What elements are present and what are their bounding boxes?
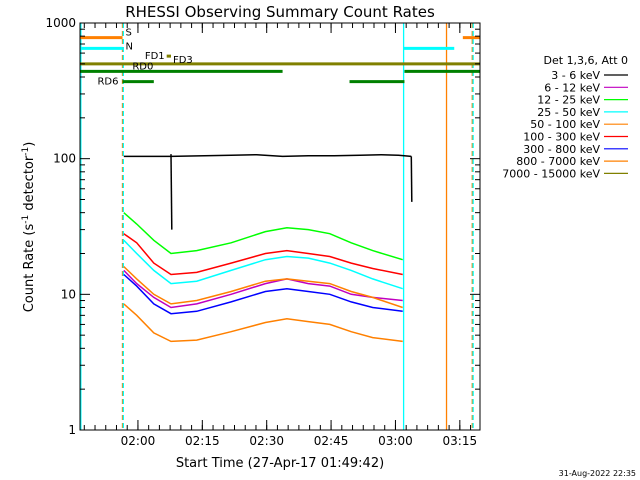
flag-rd6: RD6 [97,77,405,88]
vertical-markers [80,23,474,430]
x-tick-label-5: 03:15 [443,434,478,448]
chart-title: RHESSI Observing Summary Count Rates [125,3,435,21]
y-tick-label-1: 10 [61,287,76,301]
series-2-line-0 [123,212,403,261]
flag-bars: SN FD1 FD3 RD0 RD6 [80,28,480,88]
legend-label-4: 50 - 100 keV [530,118,600,131]
legend-label-7: 800 - 7000 keV [516,155,600,168]
series-1 [123,269,403,309]
footer-date: 31-Aug-2022 22:35 [559,469,636,478]
flag-s-label: S [125,28,131,39]
x-tick-label-1: 02:15 [185,434,220,448]
series-7 [123,303,403,343]
x-axis-label: Start Time (27-Apr-17 01:49:42) [176,456,384,471]
legend-label-2: 12 - 25 keV [537,94,600,107]
legend-label-5: 100 - 300 keV [523,131,600,144]
flag-fd3: FD3 [80,55,480,66]
series-0-line-1 [170,154,173,230]
series-3-line-0 [123,239,403,290]
y-tick-label-3: 1000 [45,16,76,30]
x-tick-label-4: 03:00 [378,434,413,448]
x-tick-label-3: 02:45 [314,434,349,448]
y-axis-label-end: ) [22,142,37,147]
legend-label-3: 25 - 50 keV [537,106,600,119]
series-0-line-0 [123,153,412,158]
flag-fd1: FD1 [145,51,171,62]
flag-fd3-label: FD3 [173,55,193,66]
series-4-line-0 [123,266,403,309]
series-7-line-0 [123,303,403,343]
flag-rd0: RD0 [80,61,480,73]
flag-s: S [80,28,480,40]
flag-n-label: N [125,41,132,52]
series-2 [123,212,403,261]
series-3 [123,239,403,290]
data-series [123,153,413,343]
series-6-line-0 [123,273,403,315]
series-4 [123,266,403,309]
series-0-line-2 [410,156,413,202]
legend-header: Det 1,3,6, Att 0 [544,54,628,67]
series-6 [123,273,403,315]
y-axis-label-sup1: -1 [21,215,31,224]
legend-label-0: 3 - 6 keV [551,69,600,82]
flag-fd1-label: FD1 [145,51,165,62]
legend-label-8: 7000 - 15000 keV [502,167,600,180]
y-axis-label: Count Rate (s-1 detector-1) [21,142,37,313]
plot-frame [79,22,481,431]
y-axis-label-sup2: -1 [21,147,31,156]
flag-n: N [80,41,455,52]
series-0 [123,153,413,230]
x-tick-label-2: 02:30 [249,434,284,448]
y-axis-label-main: Count Rate (s [22,224,37,313]
x-tick-label-0: 02:00 [121,434,156,448]
series-5-line-0 [123,233,403,276]
flag-rd6-label: RD6 [97,77,118,88]
flag-rd0-label: RD0 [132,61,153,72]
y-tick-label-2: 100 [53,152,76,166]
axes: 1 10 100 1000 02:00 02:15 02:30 02:45 03:00 03:15 [45,16,481,448]
series-5 [123,233,403,276]
legend-label-6: 300 - 800 keV [523,143,600,156]
y-tick-label-0: 1 [68,423,76,437]
y-axis-label-mid: detector [22,155,37,215]
series-1-line-0 [123,269,403,309]
legend-label-1: 6 - 12 keV [544,81,600,94]
